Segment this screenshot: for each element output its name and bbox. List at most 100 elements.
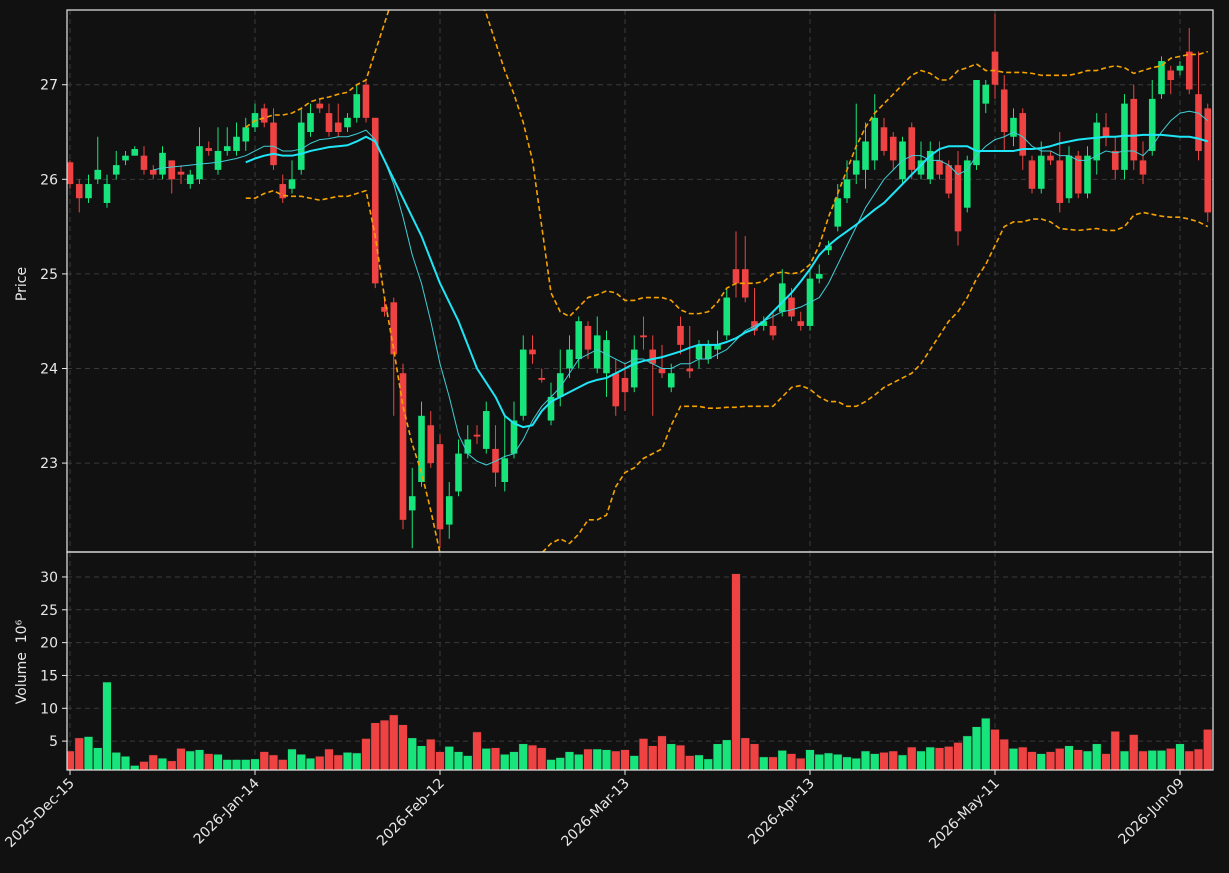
candle-body	[75, 184, 83, 199]
candle-body	[205, 148, 213, 151]
candle-body	[1158, 61, 1165, 95]
volume-bar	[176, 748, 186, 770]
volume-bar	[934, 747, 945, 770]
candle-body	[991, 51, 999, 85]
volume-bar	[444, 746, 454, 770]
volume-bar	[1045, 751, 1056, 770]
candle-body	[297, 122, 305, 170]
volume-bar	[648, 745, 658, 770]
candle-body	[1056, 160, 1064, 203]
volume-bar	[241, 759, 251, 770]
volume-bar	[860, 750, 871, 770]
candle-body	[1065, 155, 1073, 199]
volume-bar	[324, 748, 334, 770]
candle-body	[797, 321, 805, 326]
candle-body	[344, 117, 351, 128]
candle-body	[159, 152, 166, 175]
candle-body	[418, 415, 425, 483]
candle-body	[1102, 127, 1110, 137]
volume-bar	[981, 717, 991, 770]
candle-body	[260, 108, 268, 123]
volume-bar	[472, 731, 482, 770]
volume-bar	[749, 743, 760, 770]
volume-bar	[1175, 743, 1185, 770]
volume-bar	[194, 749, 205, 770]
candle-body	[390, 302, 398, 355]
candle-body	[436, 444, 444, 530]
volume-bar	[1092, 743, 1102, 770]
candle-body	[1176, 65, 1184, 71]
candle-body	[538, 377, 546, 380]
volume-bar	[583, 748, 593, 770]
volume-bar	[1138, 750, 1148, 770]
candle-body	[510, 420, 518, 454]
candle-body	[214, 150, 222, 170]
candle-body	[843, 179, 851, 199]
volume-bar	[731, 573, 741, 770]
candle-body	[649, 349, 657, 364]
candle-body	[464, 439, 472, 454]
volume-bar	[537, 747, 547, 770]
candle-body	[926, 150, 934, 180]
volume-bar	[74, 737, 84, 770]
candle-body	[223, 146, 231, 151]
volume-bar	[1018, 746, 1028, 770]
candle-body	[723, 297, 731, 336]
candle-body	[732, 269, 740, 284]
volume-bar	[814, 753, 824, 770]
candle-body	[1028, 160, 1036, 189]
volume-bar	[490, 747, 501, 770]
volume-bar	[500, 753, 510, 770]
y-tick-label: 25	[40, 603, 58, 619]
candle-body	[242, 127, 250, 142]
volume-bar	[657, 735, 667, 770]
volume-bar	[722, 739, 732, 770]
volume-bar	[509, 751, 519, 770]
volume-bar	[944, 746, 954, 770]
volume-bar	[777, 750, 787, 770]
candle-body	[94, 169, 102, 180]
volume-bar	[897, 754, 908, 770]
volume-bar	[1203, 728, 1213, 770]
candle-body	[1204, 108, 1212, 213]
candle-body	[584, 325, 592, 350]
volume-bar	[953, 742, 963, 770]
y-tick-label: 27	[40, 78, 58, 94]
candle-body	[381, 307, 388, 312]
volume-bar	[685, 755, 695, 770]
volume-bar	[675, 744, 686, 770]
candle-body	[325, 113, 333, 133]
candle-body	[519, 349, 527, 416]
candle-body	[667, 373, 675, 388]
volume-bar	[379, 719, 390, 770]
candle-body	[889, 136, 897, 161]
volume-bar	[971, 726, 982, 770]
candle-body	[288, 179, 296, 189]
volume-bar	[962, 735, 972, 770]
volume-bar	[925, 746, 935, 770]
candle-body	[408, 496, 416, 511]
candle-body	[1084, 155, 1091, 194]
candle-body	[1019, 113, 1027, 156]
candle-body	[1148, 98, 1156, 151]
candle-body	[640, 335, 647, 338]
volume-bar	[592, 748, 602, 770]
y-tick-label: 10	[40, 701, 58, 717]
candle-body	[353, 94, 361, 118]
volume-bar	[213, 753, 223, 770]
volume-bar	[407, 737, 417, 770]
candle-body	[1047, 155, 1054, 161]
candle-body	[1037, 155, 1045, 189]
volume-bar	[629, 755, 639, 770]
y-tick-label: 26	[40, 172, 58, 188]
candle-body	[186, 174, 194, 185]
volume-bar	[1110, 730, 1120, 770]
candle-body	[122, 155, 129, 161]
candle-body	[834, 198, 842, 227]
volume-bar	[426, 738, 436, 770]
volume-bar	[481, 748, 491, 770]
candle-body	[1139, 160, 1147, 175]
candle-body	[131, 149, 139, 156]
